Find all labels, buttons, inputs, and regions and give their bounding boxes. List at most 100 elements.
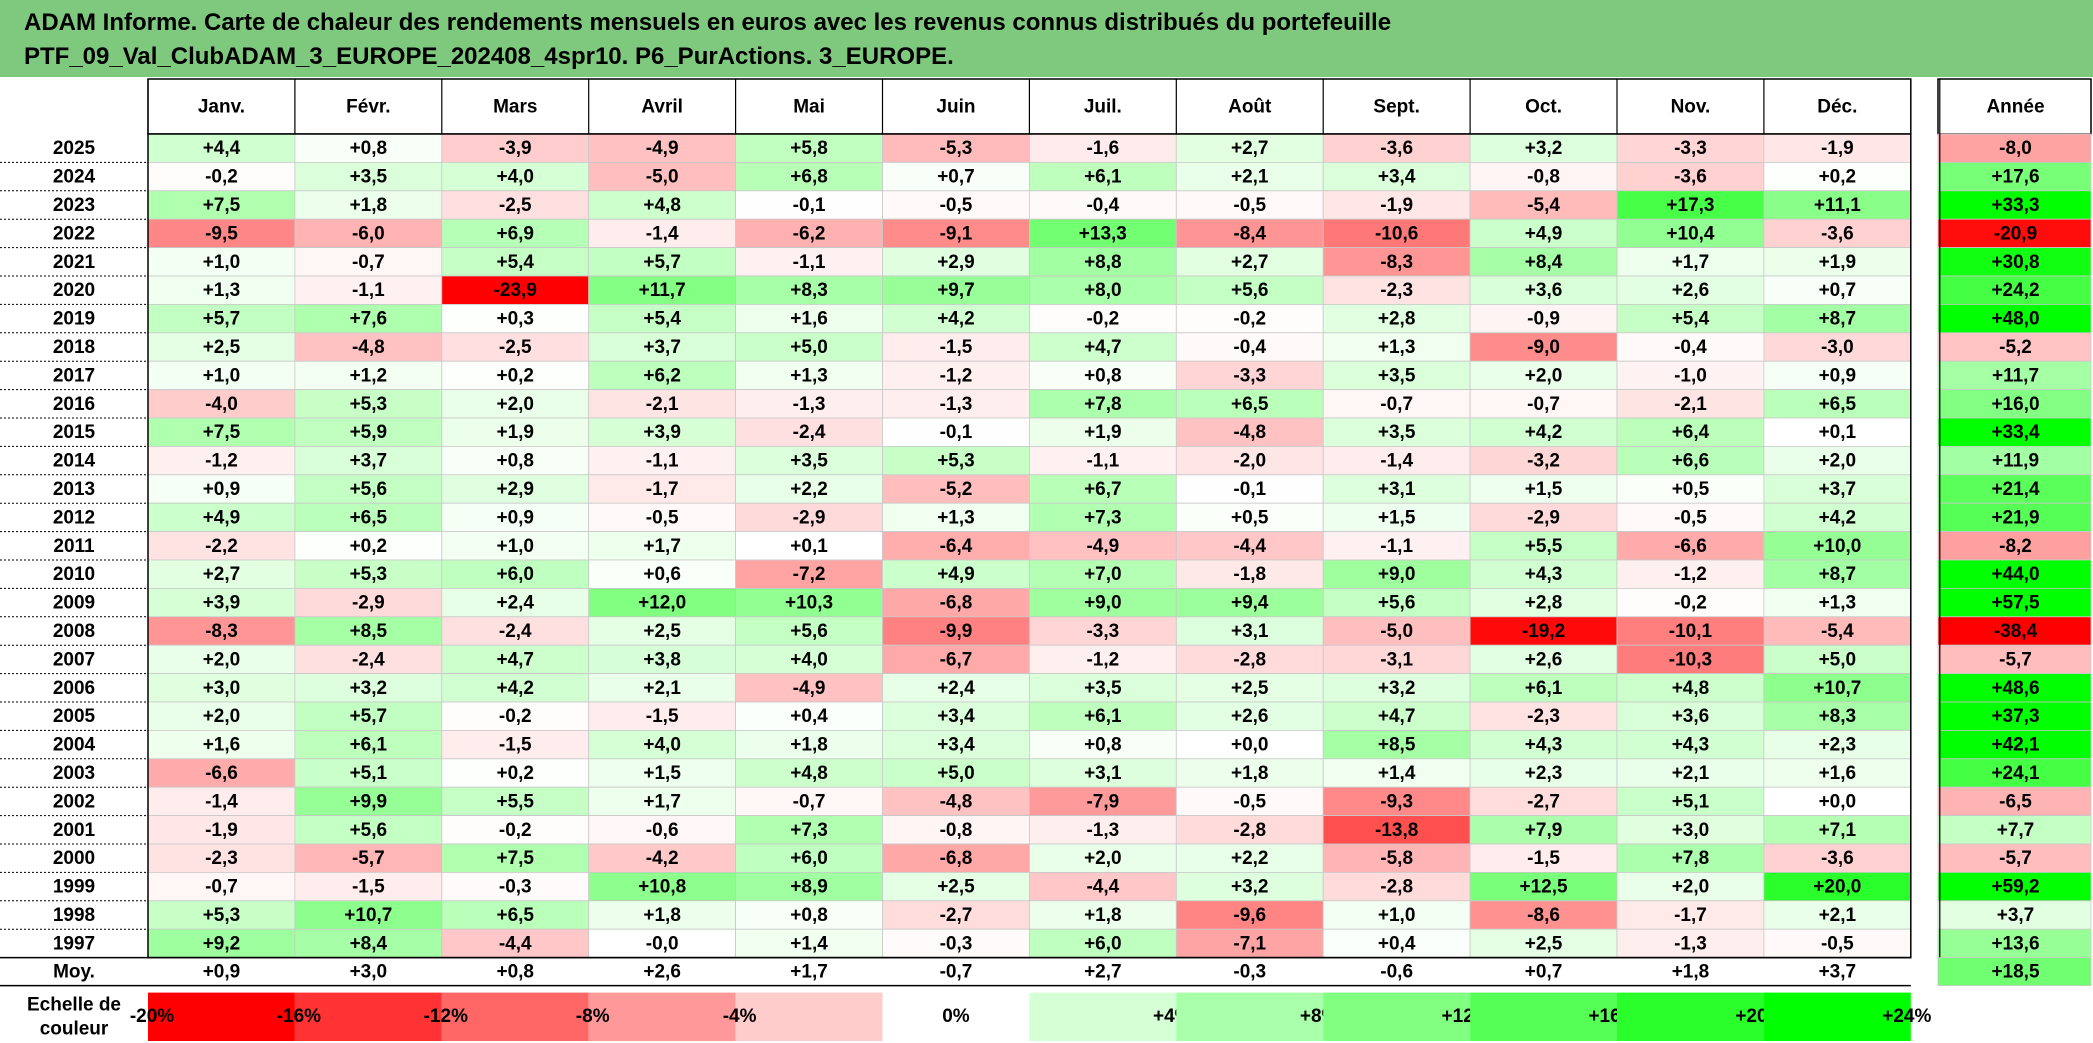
cell-value: -10,1 <box>1669 621 1713 642</box>
cell-value: -4,4 <box>499 933 532 954</box>
cell-value: +4,9 <box>937 564 975 585</box>
year-label: 2012 <box>53 507 95 528</box>
heatmap-cell <box>1469 133 1618 163</box>
scale-swatch <box>1470 992 1617 1041</box>
heatmap-cell <box>1175 928 1324 959</box>
cell-value: -0,6 <box>646 820 679 841</box>
heatmap-cell <box>1175 332 1324 362</box>
cell-value: +2,0 <box>496 394 534 415</box>
cell-value: +3,5 <box>350 167 388 188</box>
cell-value: +0,0 <box>1231 735 1269 756</box>
cell-value: +4,7 <box>496 649 534 670</box>
cell-value: -0,0 <box>646 933 679 954</box>
cell-value: +3,1 <box>1378 479 1416 500</box>
heatmap-cell <box>588 616 737 646</box>
cell-value: +5,3 <box>937 451 975 472</box>
cell-value: +0,6 <box>643 564 681 585</box>
heatmap-cell <box>1175 786 1324 817</box>
year-label: 1998 <box>53 905 95 926</box>
heatmap-cell <box>1469 474 1618 504</box>
cell-value: +0,1 <box>1819 422 1857 443</box>
cell-value: +5,3 <box>350 394 388 415</box>
cell-value: +0,8 <box>790 905 828 926</box>
cell-value: +0,1 <box>790 536 828 557</box>
heatmap-cell <box>1616 701 1765 731</box>
heatmap-cell <box>1029 843 1177 873</box>
cell-value: +6,7 <box>1084 479 1122 500</box>
cell-value: +5,6 <box>350 820 388 841</box>
annual-value: +48,6 <box>1991 678 2039 699</box>
average-value: -0,3 <box>1233 962 1266 983</box>
cell-value: +5,0 <box>1819 649 1857 670</box>
heatmap-cell <box>735 389 883 419</box>
heatmap-cell <box>882 190 1030 220</box>
scale-stop-label: -8% <box>576 1006 610 1027</box>
heatmap-cell <box>1616 133 1765 163</box>
year-label: 2020 <box>53 280 95 301</box>
heatmap-cell <box>1616 559 1765 589</box>
cell-value: +0,4 <box>790 706 828 727</box>
heatmap-cell <box>441 758 590 788</box>
heatmap-cell <box>588 701 737 731</box>
cell-value: +8,3 <box>790 280 828 301</box>
heatmap-cell <box>588 644 737 675</box>
cell-value: +0,5 <box>1672 479 1710 500</box>
cell-value: +1,0 <box>496 536 534 557</box>
heatmap-cell <box>588 815 737 845</box>
heatmap-cell <box>1616 502 1765 533</box>
year-label: 2007 <box>53 649 95 670</box>
cell-value: +0,7 <box>1819 280 1857 301</box>
cell-value: +2,1 <box>1672 763 1710 784</box>
cell-value: -0,7 <box>1380 394 1413 415</box>
cell-value: +1,6 <box>1819 763 1857 784</box>
cell-value: +4,3 <box>1525 564 1563 585</box>
heatmap-cell <box>588 218 737 248</box>
cell-value: +3,6 <box>1672 706 1710 727</box>
cell-value: +8,3 <box>1819 706 1857 727</box>
cell-value: -0,2 <box>1233 309 1266 330</box>
heatmap-cell <box>588 502 737 533</box>
cell-value: +8,5 <box>1378 735 1416 756</box>
annual-cell <box>1937 247 2092 277</box>
cell-value: -6,8 <box>940 848 973 869</box>
month-header: Août <box>1228 97 1272 118</box>
year-label: 2000 <box>53 848 95 869</box>
cell-value: +1,4 <box>1378 763 1416 784</box>
cell-value: -4,9 <box>646 138 679 159</box>
cell-value: -2,4 <box>793 422 826 443</box>
average-value: +0,8 <box>496 962 534 983</box>
cell-value: -2,8 <box>1233 649 1266 670</box>
month-header: Mars <box>493 97 537 118</box>
cell-value: +1,0 <box>1378 905 1416 926</box>
heatmap-cell <box>1175 843 1324 873</box>
scale-stop-label: 0% <box>942 1006 970 1027</box>
cell-value: -3,1 <box>1380 649 1413 670</box>
cell-value: +2,0 <box>1672 877 1710 898</box>
annual-value: +59,2 <box>1991 877 2039 898</box>
cell-value: -4,8 <box>1233 422 1266 443</box>
heatmap-cell <box>1029 218 1177 248</box>
average-value: -0,6 <box>1380 962 1413 983</box>
cell-value: +3,7 <box>643 337 681 358</box>
heatmap-cell <box>1029 190 1177 220</box>
year-label: 2013 <box>53 479 95 500</box>
heatmap-cell <box>1469 644 1618 675</box>
cell-value: +3,6 <box>1525 280 1563 301</box>
cell-value: +8,5 <box>350 621 388 642</box>
cell-value: -3,3 <box>1674 138 1707 159</box>
cell-value: +4,2 <box>1819 507 1857 528</box>
heatmap-cell <box>1469 928 1618 959</box>
cell-value: -2,2 <box>205 536 238 557</box>
heatmap-cell <box>1175 616 1324 646</box>
cell-value: -0,7 <box>1527 394 1560 415</box>
heatmap-cell <box>1175 389 1324 419</box>
heatmap-cell <box>1616 303 1765 334</box>
heatmap-cell <box>1763 644 1912 675</box>
cell-value: +4,2 <box>1525 422 1563 443</box>
heatmap-cell <box>1029 360 1177 391</box>
cell-value: +6,5 <box>350 507 388 528</box>
annual-value: +11,9 <box>1992 451 2039 472</box>
heatmap-cell <box>588 389 737 419</box>
heatmap-cell <box>1029 872 1177 902</box>
heatmap-cell <box>147 161 296 192</box>
